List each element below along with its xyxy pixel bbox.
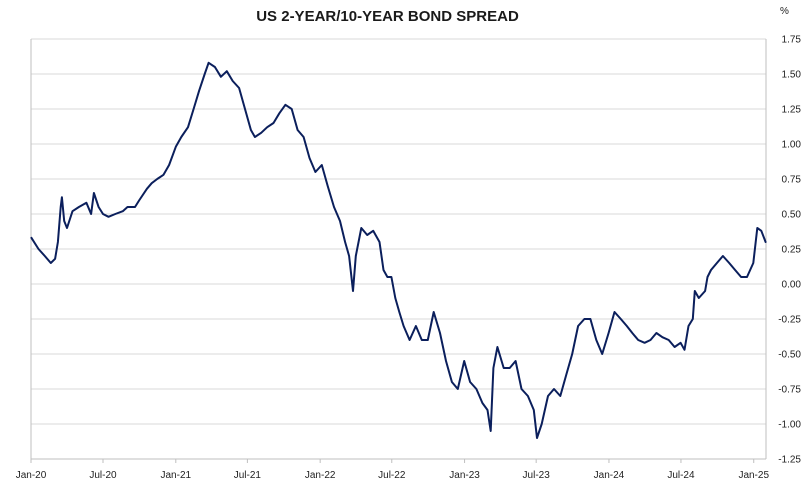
- x-axis-tick-labels: Jan-20 Jul-20 Jan-21 Jul-21 Jan-22 Jul-22 Jan-…: [16, 459, 769, 481]
- y-tick-label: -1.00: [778, 420, 801, 431]
- y-tick-label: 0.25: [782, 245, 802, 256]
- series-line: [30, 61, 767, 439]
- y-axis-tick-labels: 1.75 1.50 1.25 1.00 0.75 0.50 0.25 0.00 -0.25 -0.…: [778, 35, 801, 466]
- y-tick-label: -1.25: [778, 455, 801, 466]
- x-tick-label: Jan-24: [594, 470, 625, 481]
- y-tick-label: 0.50: [782, 210, 802, 221]
- plot-area-frame: [30, 39, 767, 460]
- y-tick-label: -0.25: [778, 315, 801, 326]
- y-tick-label: 1.00: [782, 140, 802, 151]
- y-tick-label: 1.50: [782, 70, 802, 81]
- gridlines: [31, 38, 766, 460]
- x-tick-label: Jan-21: [160, 470, 191, 481]
- y-axis-unit-label: %: [780, 6, 789, 17]
- y-tick-label: 0.75: [782, 175, 802, 186]
- y-tick-label: 1.75: [782, 35, 802, 46]
- x-tick-label: Jan-22: [305, 470, 336, 481]
- x-tick-label: Jan-20: [16, 470, 47, 481]
- y-tick-label: 0.00: [782, 280, 802, 291]
- y-tick-label: -0.50: [778, 350, 801, 361]
- x-tick-label: Jul-20: [89, 470, 117, 481]
- x-tick-label: Jan-23: [449, 470, 480, 481]
- x-tick-label: Jul-21: [234, 470, 262, 481]
- x-tick-label: Jul-23: [523, 470, 551, 481]
- chart-title: US 2-YEAR/10-YEAR BOND SPREAD: [256, 8, 519, 25]
- x-tick-label: Jan-25: [738, 470, 769, 481]
- y-tick-label: 1.25: [782, 105, 802, 116]
- y-tick-label: -0.75: [778, 385, 801, 396]
- x-tick-label: Jul-24: [667, 470, 695, 481]
- x-tick-label: Jul-22: [378, 470, 406, 481]
- series-layer: [30, 61, 767, 439]
